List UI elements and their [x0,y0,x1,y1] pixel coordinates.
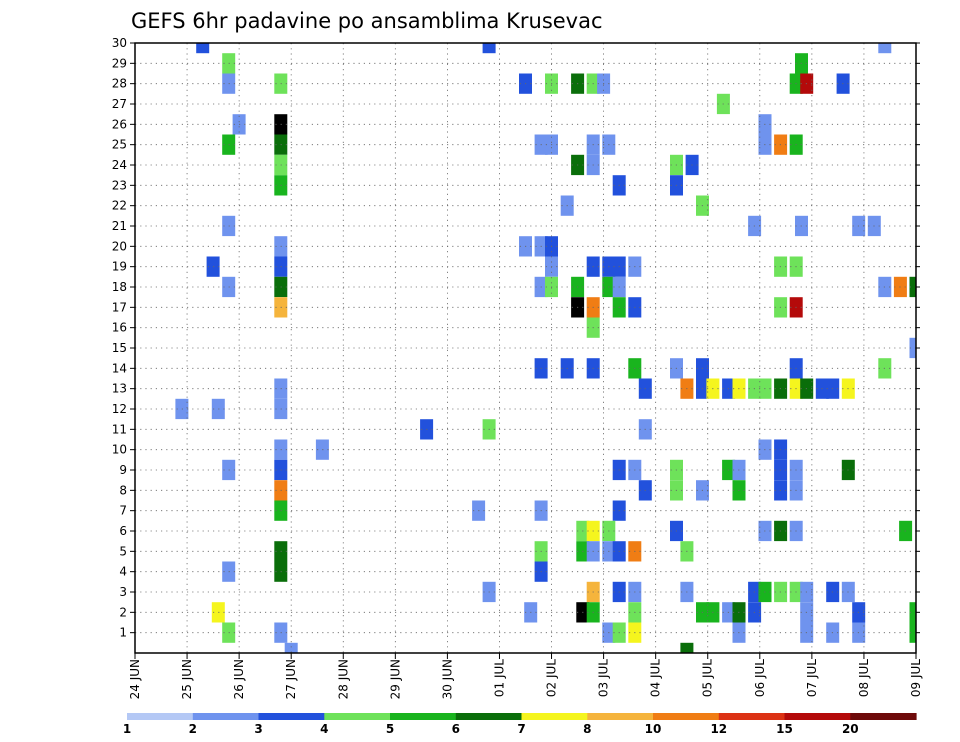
y-tick-label: 15 [112,341,127,355]
x-tick-label: 28 JUN [336,659,350,699]
y-tick-label: 1 [119,626,127,640]
legend-label: 5 [386,722,394,736]
x-tick-label: 01 JUL [492,659,506,697]
y-tick-label: 7 [119,504,127,518]
chart-title: GEFS 6hr padavine po ansamblima Krusevac [131,9,603,33]
y-tick-label: 16 [112,321,127,335]
grid-lines [135,43,916,653]
legend-swatch [718,713,786,720]
x-tick-label: 30 JUN [440,659,454,699]
y-tick-label: 25 [112,138,127,152]
y-tick-label: 13 [112,382,127,396]
y-tick-label: 6 [119,524,127,538]
y-tick-label: 27 [112,97,127,111]
heatmap-cell [482,43,496,54]
legend-label: 12 [710,722,727,736]
legend-swatch [521,713,588,720]
y-tick-label: 22 [112,199,127,213]
y-tick-label: 18 [112,280,127,294]
heatmap-cell [909,602,916,623]
y-axis-ticks: 1234567891011121314151617181920212223242… [112,36,920,640]
x-tick-label: 25 JUN [180,659,194,699]
y-tick-label: 24 [112,158,127,172]
y-tick-label: 28 [112,77,127,91]
legend-swatch [784,713,851,720]
legend-swatch [850,713,917,720]
y-tick-label: 21 [112,219,127,233]
legend-label: 1 [123,722,131,736]
x-tick-label: 29 JUN [388,659,402,699]
y-tick-label: 17 [112,300,127,314]
y-tick-label: 3 [119,585,127,599]
legend-swatch [192,713,260,720]
legend-swatch [587,713,654,720]
legend-label: 7 [517,722,525,736]
y-tick-label: 14 [112,361,127,375]
x-tick-label: 27 JUN [284,659,298,699]
heatmap-cell [878,43,892,54]
heatmap-cell [909,276,916,298]
y-tick-label: 8 [119,483,127,497]
x-tick-label: 04 JUL [649,659,663,697]
y-tick-label: 5 [119,544,127,558]
x-tick-label: 24 JUN [128,659,142,699]
y-tick-label: 11 [112,422,127,436]
y-tick-label: 29 [112,56,127,70]
y-tick-label: 19 [112,260,127,274]
y-tick-label: 10 [112,443,127,457]
legend-label: 2 [189,722,197,736]
legend-swatch [127,713,194,720]
color-legend: 1 2 3 4 5 6 7 8 10 12 15 20 [123,713,917,736]
heatmap-cell [909,622,916,643]
heatmap-cell [680,642,694,653]
legend-swatch [455,713,523,720]
plot-frame [134,42,917,654]
x-tick-label: 26 JUN [232,659,246,699]
legend-label: 6 [452,722,460,736]
y-tick-label: 30 [112,36,127,50]
legend-label: 10 [645,722,662,736]
y-tick-label: 23 [112,178,127,192]
legend-swatch [324,713,391,720]
x-tick-label: 03 JUL [597,659,611,697]
legend-label: 3 [254,722,262,736]
legend-swatch [653,713,720,720]
x-tick-label: 06 JUL [753,659,767,697]
y-tick-label: 2 [119,605,127,619]
x-tick-label: 09 JUL [909,659,923,697]
legend-swatch [390,713,457,720]
legend-swatch [258,713,325,720]
legend-label: 20 [842,722,859,736]
x-tick-label: 08 JUL [857,659,871,697]
x-axis-ticks: 24 JUN 25 JUN 26 JUN 27 JUN 28 JUN 29 JUN 30 J… [128,653,923,699]
y-tick-label: 26 [112,117,127,131]
heatmap-cell [284,642,298,653]
y-tick-label: 4 [119,565,127,579]
legend-label: 15 [776,722,793,736]
heatmap-cell [196,43,210,54]
heatmap-cell [909,337,916,359]
y-tick-label: 20 [112,239,127,253]
x-tick-label: 02 JUL [545,659,559,697]
x-tick-label: 05 JUL [701,659,715,697]
y-tick-label: 12 [112,402,127,416]
legend-label: 4 [320,722,328,736]
legend-label: 8 [583,722,591,736]
x-tick-label: 07 JUL [805,659,819,697]
y-tick-label: 9 [119,463,127,477]
